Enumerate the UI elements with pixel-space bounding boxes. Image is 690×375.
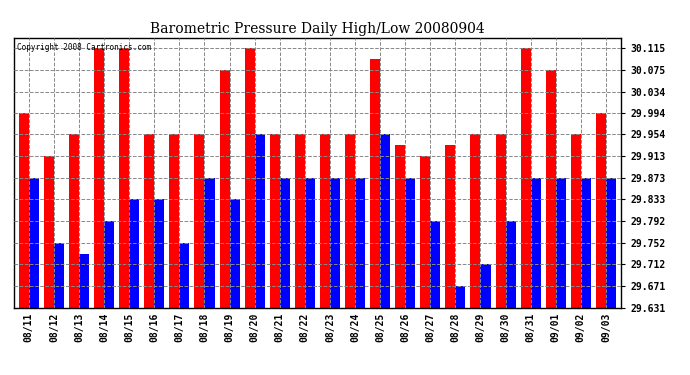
Bar	[571, 135, 581, 375]
Bar	[355, 178, 365, 375]
Bar	[320, 135, 330, 375]
Bar	[471, 135, 480, 375]
Bar	[480, 264, 491, 375]
Bar	[54, 243, 64, 375]
Bar	[521, 48, 531, 375]
Bar	[546, 70, 555, 375]
Bar	[245, 48, 255, 375]
Bar	[29, 178, 39, 375]
Bar	[44, 156, 54, 375]
Bar	[169, 135, 179, 375]
Bar	[380, 135, 390, 375]
Bar	[395, 145, 405, 375]
Bar	[405, 178, 415, 375]
Bar	[606, 178, 616, 375]
Bar	[104, 221, 114, 375]
Bar	[581, 178, 591, 375]
Bar	[445, 145, 455, 375]
Bar	[155, 199, 164, 375]
Text: Copyright 2008 Cartronics.com: Copyright 2008 Cartronics.com	[17, 43, 151, 52]
Bar	[79, 254, 89, 375]
Bar	[506, 221, 515, 375]
Bar	[345, 135, 355, 375]
Bar	[495, 135, 506, 375]
Bar	[179, 243, 190, 375]
Title: Barometric Pressure Daily High/Low 20080904: Barometric Pressure Daily High/Low 20080…	[150, 22, 485, 36]
Bar	[69, 135, 79, 375]
Bar	[270, 135, 279, 375]
Bar	[431, 221, 440, 375]
Bar	[255, 135, 265, 375]
Bar	[129, 199, 139, 375]
Bar	[204, 178, 215, 375]
Bar	[230, 199, 239, 375]
Bar	[596, 113, 606, 375]
Bar	[305, 178, 315, 375]
Bar	[370, 60, 380, 375]
Bar	[195, 135, 204, 375]
Bar	[420, 156, 431, 375]
Bar	[94, 48, 104, 375]
Bar	[144, 135, 155, 375]
Bar	[330, 178, 340, 375]
Bar	[119, 48, 129, 375]
Bar	[19, 113, 29, 375]
Bar	[295, 135, 305, 375]
Bar	[531, 178, 541, 375]
Bar	[279, 178, 290, 375]
Bar	[555, 178, 566, 375]
Bar	[455, 286, 466, 375]
Bar	[219, 70, 230, 375]
